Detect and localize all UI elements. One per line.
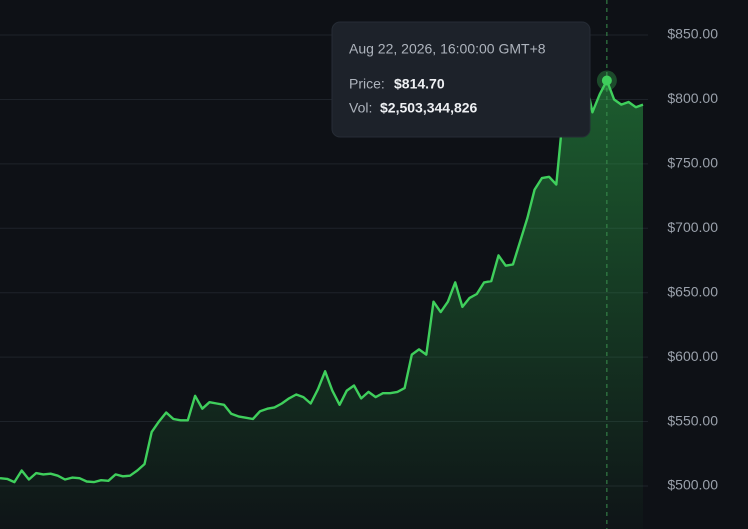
price-line bbox=[0, 64, 644, 484]
tooltip-vol-label: Vol: bbox=[349, 100, 372, 116]
tooltip: Aug 22, 2026, 16:00:00 GMT+8 Price: $814… bbox=[331, 21, 591, 138]
y-tick-label: $650.00 bbox=[667, 283, 718, 299]
area bbox=[0, 66, 643, 529]
tooltip-volume: $2,503,344,826 bbox=[380, 100, 478, 116]
y-tick-label: $750.00 bbox=[667, 155, 718, 171]
y-tick-label: $550.00 bbox=[667, 412, 718, 428]
y-tick-label: $500.00 bbox=[667, 477, 718, 493]
hover-dot bbox=[601, 75, 612, 86]
y-axis: $500.00 $550.00 $600.00 $650.00 $700.00 $750.… bbox=[667, 26, 718, 493]
tooltip-date: Aug 22, 2026, 16:00:00 GMT+8 bbox=[349, 41, 546, 57]
plot bbox=[0, 0, 644, 529]
tooltip-price-label: Price: bbox=[349, 76, 385, 92]
y-tick-label: $800.00 bbox=[667, 90, 718, 106]
tooltip-box bbox=[331, 21, 591, 138]
tooltip-price: $814.70 bbox=[394, 76, 445, 92]
y-tick-label: $700.00 bbox=[667, 219, 718, 235]
y-tick-label: $600.00 bbox=[667, 348, 718, 364]
y-tick-label: $850.00 bbox=[667, 26, 718, 42]
